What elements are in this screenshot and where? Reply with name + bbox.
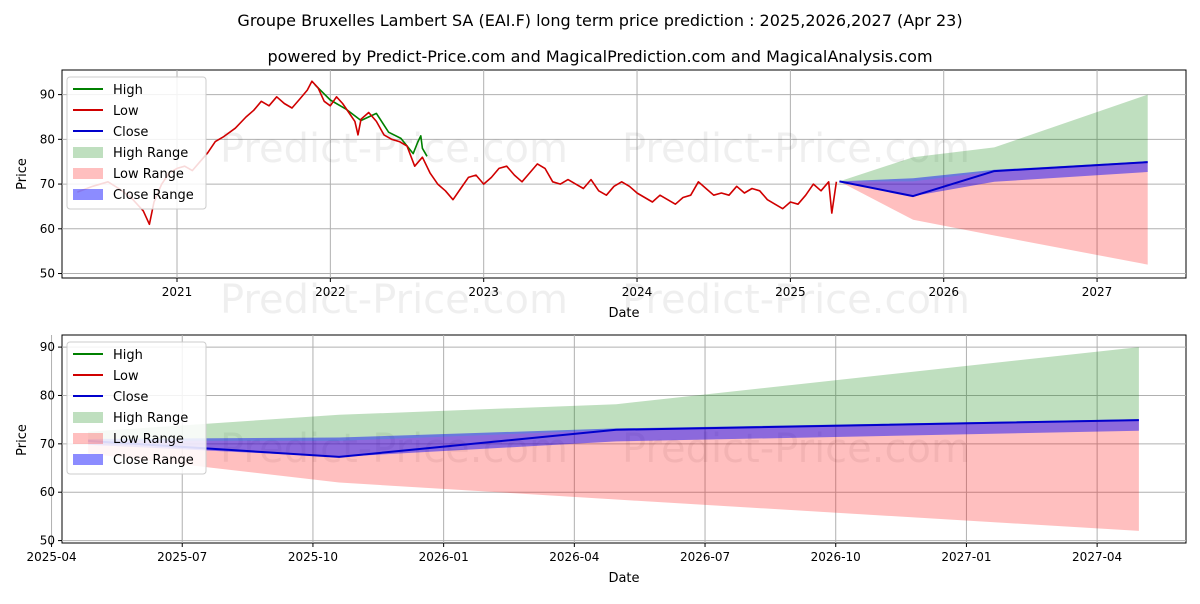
watermark-1b: Predict-Price.com	[622, 126, 970, 172]
close-range-band	[839, 161, 1148, 197]
legend-label: High Range	[113, 411, 188, 426]
x-tick-label: 2026-07	[680, 550, 730, 564]
legend-1: High Low Close High Range Low Range Close Ran…	[66, 76, 207, 210]
x-tick-label: 2026-04	[549, 550, 599, 564]
x-tick-label: 2025-04	[26, 550, 76, 564]
legend-label: Close	[113, 125, 148, 140]
watermark-1d: Predict-Price.com	[622, 277, 970, 323]
y-tick-label: 80	[40, 132, 55, 146]
legend-label: Close Range	[113, 188, 194, 203]
x-tick-label: 2027-04	[1072, 550, 1122, 564]
x-tick-label: 2027	[1082, 285, 1113, 299]
legend-label: Low	[113, 369, 139, 384]
legend-swatch	[73, 189, 103, 200]
x-tick-label: 2027-01	[941, 550, 991, 564]
zoomed-panel: Predict-Price.com Predict-Price.com 2025…	[15, 334, 1187, 586]
chart-title: Groupe Bruxelles Lambert SA (EAI.F) long…	[237, 11, 962, 30]
legend-label: Close Range	[113, 453, 194, 468]
low-series-line	[77, 80, 838, 226]
axis-ticks-1: 2021 2022 2023 2024 2025 2026 2027 50 60 70 80 90	[40, 88, 1113, 299]
legend-swatch	[73, 454, 103, 465]
legend-label: High Range	[113, 146, 188, 161]
y-tick-label: 50	[40, 267, 55, 281]
high-range-band	[88, 347, 1139, 441]
close-series-line	[88, 419, 1139, 458]
x-axis-label-2: Date	[608, 571, 639, 586]
plot-area-2	[61, 334, 1187, 544]
legend-label: Low	[113, 104, 139, 119]
x-tick-label: 2025-10	[288, 550, 338, 564]
legend-swatch	[73, 433, 103, 444]
y-axis-label-2: Price	[15, 424, 30, 456]
low-range-band	[839, 162, 1148, 265]
x-tick-label: 2025-07	[157, 550, 207, 564]
series-lines-1	[77, 80, 1148, 226]
legend-label: Close	[113, 390, 148, 405]
ranges-2	[88, 347, 1139, 531]
legend-swatch	[73, 412, 103, 423]
y-tick-label: 70	[40, 437, 55, 451]
y-tick-label: 60	[40, 485, 55, 499]
high-series-line	[314, 84, 428, 157]
legend-2: High Low Close High Range Low Range Close Ran…	[66, 341, 207, 475]
legend-label: High	[113, 83, 143, 98]
ranges-1	[839, 94, 1148, 265]
series-lines-2	[88, 419, 1139, 458]
watermark-2b: Predict-Price.com	[622, 426, 970, 472]
legend-label: Low Range	[113, 167, 184, 182]
close-range-band	[88, 419, 1139, 457]
y-tick-label: 90	[40, 340, 55, 354]
legend-swatch	[73, 168, 103, 179]
x-tick-label: 2026-10	[811, 550, 861, 564]
x-tick-label: 2024	[622, 285, 653, 299]
low-range-band	[88, 420, 1139, 531]
legend-label: High	[113, 348, 143, 363]
high-range-band	[839, 94, 1148, 182]
chart-subtitle: powered by Predict-Price.com and Magical…	[267, 47, 932, 66]
x-tick-label: 2026-01	[419, 550, 469, 564]
y-tick-label: 90	[40, 88, 55, 102]
y-tick-label: 60	[40, 222, 55, 236]
plot-area-1	[61, 69, 1187, 279]
y-tick-label: 80	[40, 388, 55, 402]
close-series-line	[839, 161, 1148, 198]
x-axis-label-1: Date	[608, 306, 639, 321]
x-tick-label: 2025	[775, 285, 806, 299]
long-term-panel: Predict-Price.com Predict-Price.com Pred…	[15, 69, 1187, 323]
watermark-2a: Predict-Price.com	[220, 426, 568, 472]
watermark-1a: Predict-Price.com	[220, 126, 568, 172]
x-tick-label: 2026	[928, 285, 959, 299]
y-tick-label: 70	[40, 177, 55, 191]
x-tick-label: 2021	[162, 285, 193, 299]
legend-swatch	[73, 147, 103, 158]
x-tick-label: 2023	[468, 285, 499, 299]
legend-label: Low Range	[113, 432, 184, 447]
grid-2	[51, 335, 1186, 543]
x-tick-label: 2022	[315, 285, 346, 299]
watermark-1c: Predict-Price.com	[220, 277, 568, 323]
y-axis-label-1: Price	[15, 158, 30, 190]
axis-ticks-2: 2025-04 2025-07 2025-10 2026-01 2026-04 2026-…	[26, 340, 1122, 564]
y-tick-label: 50	[40, 534, 55, 548]
